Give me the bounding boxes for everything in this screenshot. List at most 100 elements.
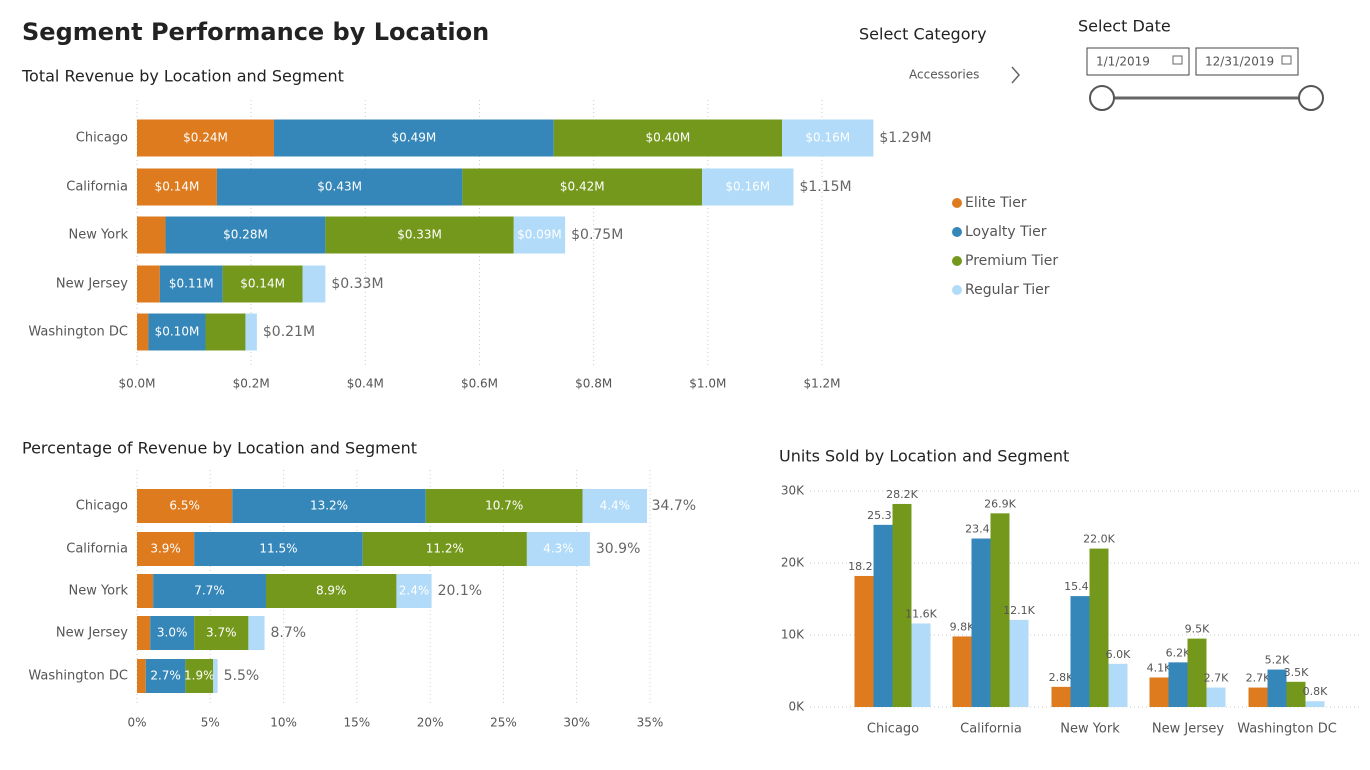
bar-segment xyxy=(165,216,326,254)
x-tick-label: New Jersey xyxy=(1152,722,1224,737)
data-label: 18.2K xyxy=(848,560,880,573)
y-tick-label: California xyxy=(66,180,128,195)
bar-segment xyxy=(553,119,783,157)
data-label: 9.8K xyxy=(950,620,975,633)
data-label: $0.10M xyxy=(155,325,200,339)
x-tick-label: 30% xyxy=(563,716,590,730)
bar xyxy=(952,636,972,707)
data-label: 15.4K xyxy=(1064,580,1096,593)
data-label: 5.2K xyxy=(1265,654,1290,667)
data-label: 6.0K xyxy=(1106,648,1131,661)
y-tick-label: 10K xyxy=(781,628,805,642)
total-label: $0.33M xyxy=(331,276,383,292)
bar xyxy=(1267,669,1287,707)
y-tick-label: 30K xyxy=(781,484,805,498)
bar-segment xyxy=(216,168,463,206)
data-label: 11.2% xyxy=(426,542,464,556)
x-tick-label: $0.2M xyxy=(233,377,270,391)
data-label: $0.09M xyxy=(517,228,562,242)
category-slicer-value[interactable]: Accessories xyxy=(909,68,979,82)
bar-segment xyxy=(274,119,554,157)
page-title: Segment Performance by Location xyxy=(22,18,489,46)
start-date: 1/1/2019 xyxy=(1096,55,1150,69)
bar xyxy=(1305,701,1325,707)
bar-segment xyxy=(582,489,648,523)
bar-segment xyxy=(137,489,233,523)
data-label: 7.7% xyxy=(194,584,225,598)
bar-segment xyxy=(137,216,166,254)
bar-segment xyxy=(194,616,249,650)
x-tick-label: 15% xyxy=(344,716,371,730)
data-label: 2.7% xyxy=(150,669,181,683)
y-tick-label: New Jersey xyxy=(56,626,128,641)
slider-handle[interactable] xyxy=(1298,85,1324,111)
bar xyxy=(873,524,893,707)
bar-segment xyxy=(222,265,303,303)
data-label: 4.3% xyxy=(543,542,574,556)
data-label: $0.16M xyxy=(725,180,770,194)
data-label: 2.7K xyxy=(1246,672,1271,685)
bar-segment xyxy=(150,616,195,650)
bar xyxy=(854,575,874,707)
x-tick-label: Chicago xyxy=(867,722,919,737)
slider-handle[interactable] xyxy=(1089,85,1115,111)
y-tick-label: New York xyxy=(68,228,128,243)
data-label: 10.7% xyxy=(485,499,523,513)
bar-segment xyxy=(137,532,195,566)
bar-segment xyxy=(145,659,186,693)
data-label: 11.6K xyxy=(905,607,937,620)
data-label: $0.24M xyxy=(183,131,228,145)
chart-title: Percentage of Revenue by Location and Se… xyxy=(22,439,417,458)
bar-segment xyxy=(425,489,583,523)
bar xyxy=(1149,677,1169,707)
data-label: 3.5K xyxy=(1284,666,1309,679)
bar xyxy=(1009,619,1029,707)
data-label: 2.7K xyxy=(1204,672,1229,685)
total-label: 30.9% xyxy=(596,541,640,557)
legend-label: Elite Tier xyxy=(965,195,1027,211)
data-label: $0.43M xyxy=(317,180,362,194)
bar-segment xyxy=(248,616,265,650)
bar xyxy=(990,513,1010,707)
total-label: 8.7% xyxy=(271,625,307,641)
bar-segment xyxy=(245,313,257,351)
legend-label: Regular Tier xyxy=(965,282,1050,298)
bar-segment xyxy=(526,532,590,566)
bar-segment xyxy=(137,265,160,303)
bar-segment xyxy=(362,532,527,566)
y-tick-label: Washington DC xyxy=(28,669,128,684)
bar xyxy=(1051,686,1071,707)
x-tick-label: 20% xyxy=(417,716,444,730)
bar-segment xyxy=(702,168,794,206)
bar xyxy=(1070,596,1090,707)
total-label: $1.29M xyxy=(879,130,931,146)
data-label: 13.2% xyxy=(310,499,348,513)
bar-segment xyxy=(302,265,326,303)
data-label: 11.5% xyxy=(259,542,297,556)
bar-segment xyxy=(137,168,217,206)
data-label: $0.14M xyxy=(155,180,200,194)
x-tick-label: 5% xyxy=(201,716,220,730)
data-label: 6.2K xyxy=(1166,646,1191,659)
bar-segment xyxy=(325,216,514,254)
bar-segment xyxy=(232,489,426,523)
data-label: 6.5% xyxy=(169,499,200,513)
bar-segment xyxy=(462,168,703,206)
y-tick-label: Chicago xyxy=(76,131,128,146)
end-date-box[interactable] xyxy=(1195,47,1299,76)
x-tick-label: New York xyxy=(1060,722,1120,737)
y-tick-label: California xyxy=(66,542,128,557)
x-tick-label: $1.2M xyxy=(803,377,840,391)
data-label: $0.40M xyxy=(646,131,691,145)
bar xyxy=(1089,548,1109,707)
y-tick-label: New Jersey xyxy=(56,277,128,292)
legend-label: Loyalty Tier xyxy=(965,224,1047,240)
bar-segment xyxy=(137,119,274,157)
legend-label: Premium Tier xyxy=(965,253,1058,269)
bar-segment xyxy=(137,616,151,650)
bar-segment xyxy=(396,574,432,608)
data-label: $0.28M xyxy=(223,228,268,242)
legend-swatch xyxy=(952,285,962,295)
chevron[interactable] xyxy=(1011,66,1020,84)
start-date-box[interactable] xyxy=(1086,47,1190,76)
